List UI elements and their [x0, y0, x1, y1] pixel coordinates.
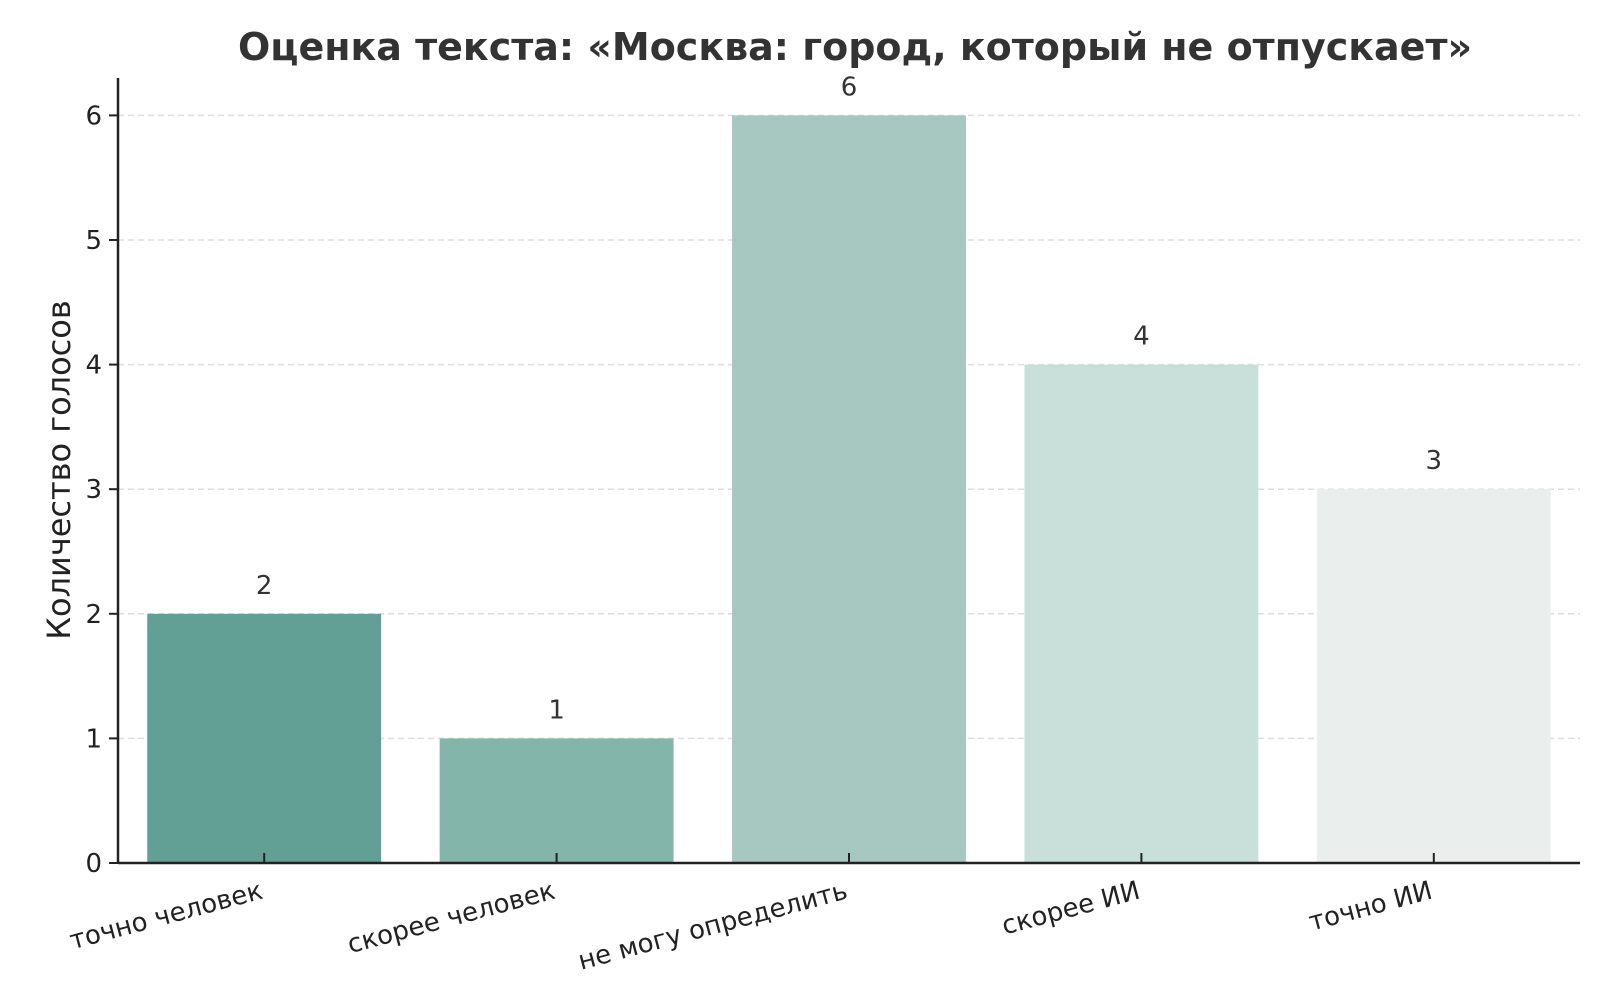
x-tick-label: точно человек: [67, 876, 267, 956]
y-ticks: 0 1 2 3 4 5 6: [85, 101, 118, 879]
chart-title: Оценка текста: «Москва: город, который н…: [238, 25, 1472, 69]
y-tick-label: 1: [85, 724, 102, 754]
bar: [147, 613, 382, 863]
bar: [1024, 364, 1259, 863]
x-ticks: точно человек скорее человек не могу опред…: [67, 853, 1436, 977]
bars: [147, 115, 1551, 863]
x-tick-label: скорее человек: [344, 876, 558, 960]
y-axis-label: Количество голосов: [40, 300, 78, 639]
data-labels: 2 1 6 4 3: [256, 72, 1442, 725]
x-tick-label: скорее ИИ: [999, 876, 1144, 942]
y-tick-label: 0: [85, 849, 102, 879]
bar: [439, 738, 674, 863]
data-label: 6: [841, 72, 858, 102]
y-tick-label: 2: [85, 600, 102, 630]
data-label: 4: [1133, 322, 1150, 352]
bar: [1316, 489, 1551, 863]
x-tick-label: не могу определить: [575, 876, 851, 977]
y-tick-label: 4: [85, 351, 102, 381]
x-tick-label: точно ИИ: [1306, 876, 1436, 938]
data-label: 2: [256, 571, 273, 601]
y-tick-label: 5: [85, 226, 102, 256]
y-tick-label: 3: [85, 475, 102, 505]
data-label: 1: [548, 695, 565, 725]
data-label: 3: [1426, 446, 1443, 476]
y-tick-label: 6: [85, 101, 102, 131]
bar: [732, 115, 966, 863]
